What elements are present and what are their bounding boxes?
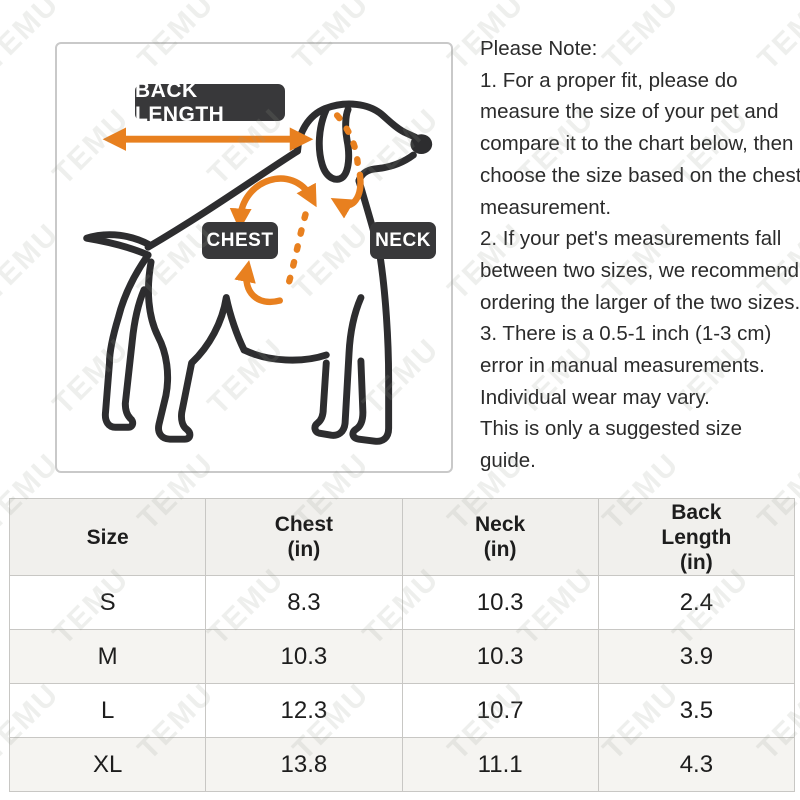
note-line: 2. If your pet's measurements fall — [480, 227, 782, 251]
cell-chest: 10.3 — [205, 629, 403, 684]
cell-size: XL — [8, 737, 207, 792]
cell-neck: 10.3 — [401, 575, 599, 630]
note-line: 3. There is a 0.5-1 inch (1-3 cm) — [480, 322, 772, 346]
dog-outline — [83, 100, 433, 445]
cell-back-length: 3.5 — [597, 683, 796, 738]
dog-hind-far-leg — [101, 251, 152, 431]
measurement-annotations — [102, 112, 364, 306]
column-header-line: (in) — [680, 550, 713, 574]
cell-size: S — [8, 575, 207, 630]
note-line: Individual wear may vary. — [480, 385, 710, 409]
column-header-chest: Chest (in) — [205, 498, 403, 576]
dog-mouth — [355, 151, 417, 185]
neck-label: NECK — [370, 222, 436, 259]
column-header-line: Chest — [274, 513, 334, 536]
cell-chest: 8.3 — [205, 575, 403, 630]
column-header-neck: Neck (in) — [401, 498, 599, 576]
back-length-label: BACK LENGTH — [135, 79, 285, 126]
table-row-m: M 10.3 10.3 3.9 — [8, 629, 796, 684]
table-row-xl: XL 13.8 11.1 4.3 — [8, 737, 796, 792]
dog-ear — [315, 106, 353, 183]
please-note-text: Please Note: 1. For a proper fit, please… — [480, 33, 800, 477]
dog-belly — [240, 346, 330, 364]
column-header-size: Size — [8, 498, 207, 576]
chest-lower-arrow-icon — [234, 260, 283, 306]
column-header-line: Neck — [475, 513, 526, 536]
note-line: ordering the larger of the two sizes. — [480, 290, 800, 314]
note-line: This is only a suggested size guide. — [480, 417, 743, 473]
cell-back-length: 3.9 — [597, 629, 796, 684]
column-header-line: Back — [671, 500, 722, 524]
note-line: Please Note: — [480, 37, 598, 60]
cell-neck: 10.3 — [401, 629, 599, 684]
neck-dashed-line — [333, 112, 362, 174]
cell-chest: 12.3 — [205, 683, 403, 738]
table-row-s: S 8.3 10.3 2.4 — [8, 575, 796, 630]
cell-neck: 11.1 — [401, 737, 599, 792]
column-header-line: (in) — [483, 538, 517, 561]
chest-dashed-line — [282, 211, 309, 297]
dog-front-far-leg — [311, 294, 365, 439]
chest-label: CHEST — [202, 222, 278, 259]
note-line: choose the size based on the chest — [480, 163, 800, 187]
note-line: measure the size of your pet and — [480, 100, 779, 124]
table-header-row: Size Chest (in) Neck (in) Back Length (i… — [8, 498, 796, 576]
chest-girth-arrow-icon — [229, 175, 317, 231]
note-line: measurement. — [480, 195, 612, 219]
note-line: 1. For a proper fit, please do — [480, 68, 738, 92]
dog-tail — [83, 231, 154, 259]
note-line: between two sizes, we recommend — [480, 258, 800, 282]
cell-neck: 10.7 — [401, 683, 599, 738]
note-line: error in manual measurements. — [480, 354, 765, 378]
neck-girth-arrow-icon — [330, 171, 364, 219]
column-header-back-length: Back Length (in) — [597, 498, 796, 576]
dog-head — [294, 100, 419, 155]
column-header-line: Length — [661, 525, 732, 549]
cell-size: M — [8, 629, 207, 684]
dog-hind-near-leg — [144, 258, 248, 443]
size-chart-table: Size Chest (in) Neck (in) Back Length (i… — [8, 498, 796, 792]
table-row-l: L 12.3 10.7 3.5 — [8, 683, 796, 738]
column-header-line: Size — [86, 525, 129, 549]
dog-nose — [410, 134, 433, 155]
dog-measurement-diagram: BACK LENGTH CHEST NECK — [55, 42, 453, 473]
cell-back-length: 2.4 — [597, 575, 796, 630]
cell-size: L — [8, 683, 207, 738]
cell-chest: 13.8 — [205, 737, 403, 792]
note-line: compare it to the chart below, then — [480, 132, 794, 156]
column-header-line: (in) — [287, 538, 321, 561]
cell-back-length: 4.3 — [597, 737, 796, 792]
